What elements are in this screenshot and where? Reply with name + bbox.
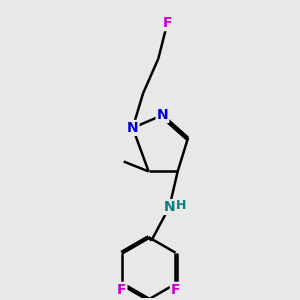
Text: F: F: [171, 283, 180, 297]
Text: F: F: [163, 16, 172, 30]
Text: H: H: [176, 199, 186, 212]
Text: N: N: [127, 121, 139, 135]
Text: N: N: [164, 200, 175, 214]
Text: N: N: [157, 108, 168, 122]
Text: F: F: [117, 283, 126, 297]
